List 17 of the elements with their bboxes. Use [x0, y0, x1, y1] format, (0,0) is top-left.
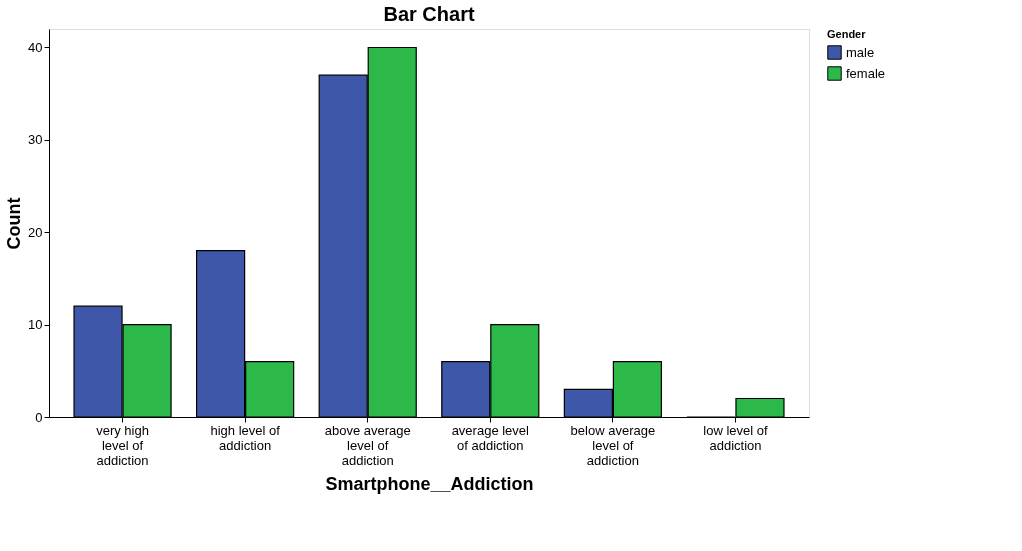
- y-tick-label: 20: [28, 224, 43, 240]
- y-tick-label: 10: [28, 317, 43, 333]
- x-tick-label: above average level of addiction: [324, 422, 411, 468]
- legend-label: female: [846, 65, 886, 81]
- x-tick-label: high level of addiction: [210, 422, 281, 453]
- x-tick-label: average level of addiction: [451, 422, 530, 453]
- x-axis-title: Smartphone__Addiction: [325, 473, 534, 494]
- legend-label: male: [846, 44, 875, 60]
- legend-title: Gender: [827, 28, 867, 40]
- chart-title: Bar Chart: [383, 3, 475, 25]
- x-tick-label: very high level of addiction: [96, 422, 149, 468]
- y-tick-label: 0: [35, 409, 43, 425]
- y-axis-title: Count: [4, 197, 25, 250]
- x-tick-label: below average level of addiction: [570, 422, 656, 468]
- y-tick-label: 40: [28, 39, 43, 55]
- y-tick-label: 30: [28, 132, 43, 148]
- x-tick-label: low level of addiction: [703, 422, 768, 453]
